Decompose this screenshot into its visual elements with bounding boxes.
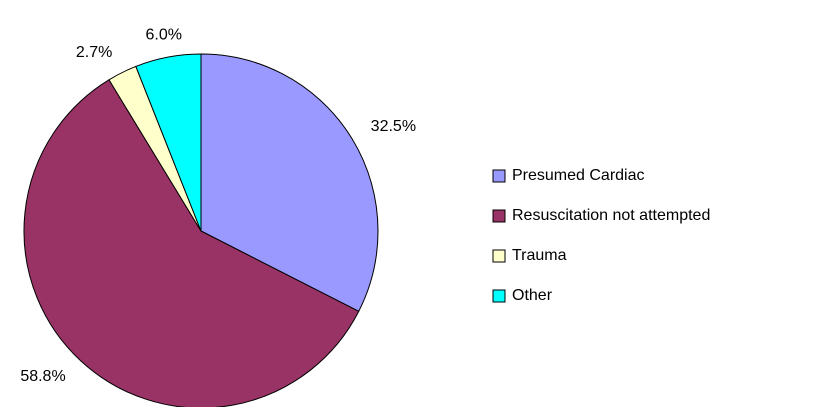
legend-swatch [492,169,506,183]
data-label: 2.7% [76,44,112,61]
data-label: 6.0% [145,27,181,44]
pie-slice [200,53,379,313]
legend-swatch [492,209,506,223]
pie-slice [135,53,202,232]
pie-slice [23,79,360,407]
legend-swatch [492,289,506,303]
legend-label: Resuscitation not attempted [512,207,710,224]
legend-label: Presumed Cardiac [512,167,645,184]
legend-swatch [492,249,506,263]
data-label: 58.8% [20,368,65,385]
legend-label: Trauma [512,247,567,264]
data-label: 32.5% [371,118,416,135]
legend-label: Other [512,287,553,304]
